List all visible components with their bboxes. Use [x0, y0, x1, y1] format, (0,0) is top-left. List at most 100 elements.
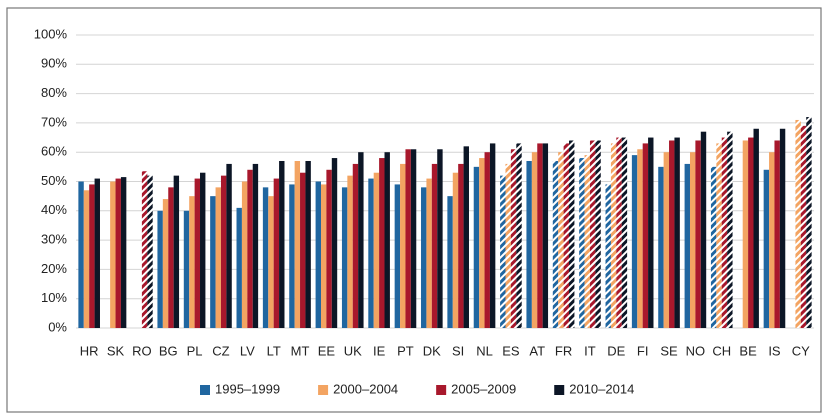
- bar: [452, 172, 459, 328]
- bar: [563, 143, 570, 328]
- bar: [558, 152, 564, 328]
- x-tick-label: FR: [555, 343, 572, 358]
- bar: [447, 196, 453, 328]
- bar: [89, 184, 95, 328]
- bar: [421, 187, 427, 328]
- bar: [479, 158, 485, 328]
- x-tick-label: SI: [452, 343, 464, 358]
- bar: [769, 152, 775, 328]
- bar: [637, 149, 643, 328]
- x-tick-label: HR: [80, 343, 99, 358]
- bar: [505, 163, 511, 328]
- bar: [753, 128, 759, 328]
- bar: [473, 166, 480, 328]
- bar: [115, 178, 121, 328]
- bar: [500, 175, 506, 328]
- bar: [341, 187, 348, 328]
- x-tick-label: PT: [397, 343, 414, 358]
- bar: [215, 187, 221, 328]
- x-tick-label: UK: [344, 343, 362, 358]
- bar: [331, 158, 338, 328]
- bar: [147, 175, 153, 328]
- bar: [642, 143, 649, 328]
- x-tick-label: IT: [584, 343, 596, 358]
- bar: [289, 184, 295, 328]
- bar: [748, 137, 754, 328]
- x-tick-label: EE: [318, 343, 336, 358]
- bar: [648, 137, 654, 328]
- x-tick-label: IS: [768, 343, 781, 358]
- bar: [542, 143, 549, 328]
- bar: [569, 140, 575, 328]
- bar: [595, 140, 601, 328]
- bar: [774, 140, 780, 328]
- x-tick-label: CZ: [212, 343, 229, 358]
- x-tick-label: MT: [291, 343, 310, 358]
- bar: [531, 152, 538, 328]
- bar: [516, 143, 522, 328]
- legend-label: 2000–2004: [333, 381, 398, 396]
- bar: [279, 160, 285, 328]
- x-tick-label: BE: [739, 343, 757, 358]
- bar: [384, 152, 390, 328]
- bar: [621, 137, 628, 328]
- bar: [300, 172, 306, 328]
- bar: [426, 178, 432, 328]
- y-tick-label: 80%: [41, 85, 67, 100]
- bar: [489, 143, 496, 328]
- bar: [721, 137, 728, 328]
- bar: [431, 163, 438, 328]
- bar: [268, 196, 274, 328]
- x-tick-label: BG: [159, 343, 178, 358]
- bar: [684, 163, 690, 328]
- bar: [252, 163, 259, 328]
- bar: [663, 152, 670, 328]
- bar: [379, 158, 385, 328]
- bar: [727, 131, 733, 328]
- legend-label: 2005–2009: [451, 381, 516, 396]
- bar: [247, 169, 253, 328]
- y-tick-label: 0%: [48, 319, 67, 334]
- legend-label: 2010–2014: [569, 381, 634, 396]
- bar: [526, 160, 532, 328]
- bar: [537, 143, 543, 328]
- bar: [189, 196, 195, 328]
- bar: [183, 210, 190, 328]
- bar: [616, 137, 622, 328]
- bar: [94, 178, 100, 328]
- bar: [410, 149, 417, 328]
- y-tick-label: 50%: [41, 173, 67, 188]
- bar: [658, 166, 664, 328]
- x-tick-label: SE: [660, 343, 678, 358]
- y-tick-label: 30%: [41, 232, 67, 247]
- bar: [210, 196, 216, 328]
- bar: [695, 140, 701, 328]
- bar: [510, 149, 517, 328]
- bar: [394, 184, 401, 328]
- bar: [83, 190, 90, 328]
- bar: [800, 125, 807, 328]
- bar: [552, 160, 559, 328]
- bar: [742, 140, 749, 328]
- x-tick-label: ES: [502, 343, 520, 358]
- bar: [173, 175, 180, 328]
- bar: [779, 128, 786, 328]
- x-tick-label: DE: [607, 343, 625, 358]
- x-tick-label: IE: [373, 343, 386, 358]
- bar: [400, 163, 406, 328]
- y-tick-label: 60%: [41, 144, 67, 159]
- legend-label: 1995–1999: [215, 381, 280, 396]
- bar: [579, 158, 585, 328]
- x-tick-label: RO: [132, 343, 152, 358]
- bar: [273, 178, 280, 328]
- bar: [763, 169, 770, 328]
- bar: [200, 172, 206, 328]
- bar: [358, 152, 364, 328]
- bar: [194, 178, 201, 328]
- bar: [168, 187, 174, 328]
- bar: [806, 117, 812, 328]
- y-tick-label: 40%: [41, 202, 67, 217]
- y-tick-label: 100%: [34, 26, 68, 41]
- bar: [716, 143, 722, 328]
- bar: [162, 199, 169, 328]
